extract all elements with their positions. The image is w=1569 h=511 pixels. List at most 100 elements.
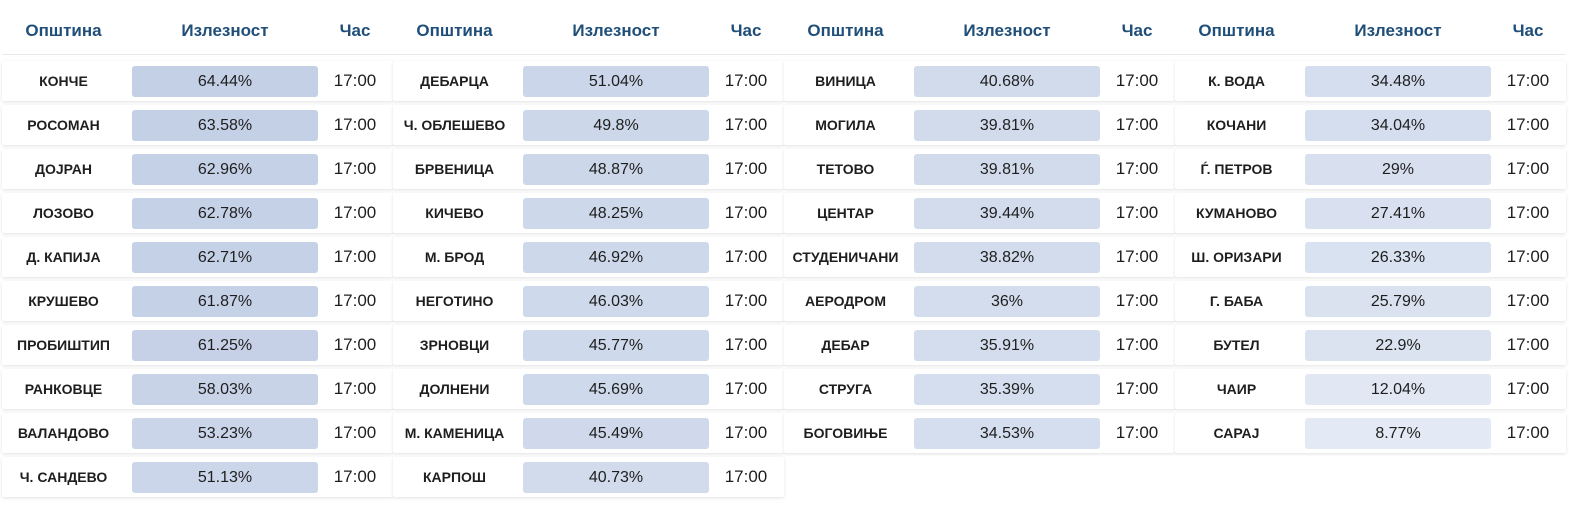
turnout-value: 35.39% xyxy=(914,373,1100,405)
municipality-name: М. БРОД xyxy=(424,249,485,265)
turnout-value: 51.13% xyxy=(132,461,318,493)
table-row: ЦЕНТАР 39.44% 17:00 xyxy=(784,193,1175,233)
panel-header: Општина Излезност Час xyxy=(393,8,784,55)
time-value: 17:00 xyxy=(724,467,768,486)
turnout-value: 48.25% xyxy=(523,197,709,229)
time-value: 17:00 xyxy=(1506,335,1550,354)
turnout-value: 34.04% xyxy=(1305,109,1491,141)
turnout-panel: Општина Излезност Час ВИНИЦА 40.68% 17:00 МОГИ… xyxy=(784,8,1175,503)
municipality-name: ЦЕНТАР xyxy=(817,205,874,221)
table-row: Ч. ОБЛЕШЕВО 49.8% 17:00 xyxy=(393,105,784,145)
time-value: 17:00 xyxy=(333,203,377,222)
turnout-cell: 51.13% xyxy=(125,461,325,493)
turnout-value: 62.78% xyxy=(132,197,318,229)
table-row: САРАЈ 8.77% 17:00 xyxy=(1175,413,1566,453)
time-value: 17:00 xyxy=(1115,379,1159,398)
time-value: 17:00 xyxy=(724,203,768,222)
municipality-name: СТУДЕНИЧАНИ xyxy=(792,249,899,265)
table-row: СТРУГА 35.39% 17:00 xyxy=(784,369,1175,409)
time-value: 17:00 xyxy=(1115,291,1159,310)
table-row: Д. КАПИЈА 62.71% 17:00 xyxy=(2,237,393,277)
turnout-cell: 39.44% xyxy=(907,197,1107,229)
turnout-cell: 62.78% xyxy=(125,197,325,229)
turnout-cell: 40.68% xyxy=(907,65,1107,97)
municipality-name: БРВЕНИЦА xyxy=(414,161,495,177)
table-row: РОСОМАН 63.58% 17:00 xyxy=(2,105,393,145)
municipality-name: РОСОМАН xyxy=(27,117,100,133)
table-row: ДОЈРАН 62.96% 17:00 xyxy=(2,149,393,189)
turnout-cell: 35.39% xyxy=(907,373,1107,405)
municipality-name: ТЕТОВО xyxy=(816,161,875,177)
turnout-value: 29% xyxy=(1305,153,1491,185)
time-value: 17:00 xyxy=(1506,159,1550,178)
time-value: 17:00 xyxy=(333,467,377,486)
header-turnout: Излезност xyxy=(181,21,269,40)
header-time: Час xyxy=(730,21,762,40)
turnout-cell: 45.69% xyxy=(516,373,716,405)
table-row: Ч. САНДЕВО 51.13% 17:00 xyxy=(2,457,393,497)
turnout-value: 58.03% xyxy=(132,373,318,405)
turnout-value: 34.48% xyxy=(1305,65,1491,97)
municipality-name: МОГИЛА xyxy=(815,117,876,133)
turnout-value: 64.44% xyxy=(132,65,318,97)
municipality-name: ДЕБАР xyxy=(821,337,870,353)
table-row: Г. БАБА 25.79% 17:00 xyxy=(1175,281,1566,321)
time-value: 17:00 xyxy=(724,379,768,398)
turnout-cell: 46.03% xyxy=(516,285,716,317)
rows-list: ВИНИЦА 40.68% 17:00 МОГИЛА 39.81% 17:00 ТЕТОВО… xyxy=(784,61,1175,453)
turnout-cell: 36% xyxy=(907,285,1107,317)
turnout-value: 40.73% xyxy=(523,461,709,493)
table-row: Ѓ. ПЕТРОВ 29% 17:00 xyxy=(1175,149,1566,189)
time-value: 17:00 xyxy=(724,159,768,178)
municipality-name: ДОЈРАН xyxy=(35,161,92,177)
time-value: 17:00 xyxy=(1115,71,1159,90)
time-value: 17:00 xyxy=(724,115,768,134)
table-row: КОНЧЕ 64.44% 17:00 xyxy=(2,61,393,101)
turnout-cell: 64.44% xyxy=(125,65,325,97)
table-row: ЧАИР 12.04% 17:00 xyxy=(1175,369,1566,409)
turnout-value: 61.87% xyxy=(132,285,318,317)
header-municipality: Општина xyxy=(1198,21,1275,40)
table-row: ДЕБАРЦА 51.04% 17:00 xyxy=(393,61,784,101)
turnout-cell: 8.77% xyxy=(1298,417,1498,449)
turnout-value: 34.53% xyxy=(914,417,1100,449)
table-row: КУМАНОВО 27.41% 17:00 xyxy=(1175,193,1566,233)
municipality-name: ДОЛНЕНИ xyxy=(419,381,490,397)
turnout-value: 48.87% xyxy=(523,153,709,185)
time-value: 17:00 xyxy=(1506,291,1550,310)
header-municipality: Општина xyxy=(416,21,493,40)
municipality-name: Г. БАБА xyxy=(1209,293,1264,309)
turnout-value: 40.68% xyxy=(914,65,1100,97)
time-value: 17:00 xyxy=(333,335,377,354)
turnout-cell: 12.04% xyxy=(1298,373,1498,405)
time-value: 17:00 xyxy=(333,379,377,398)
turnout-value: 39.44% xyxy=(914,197,1100,229)
table-row: СТУДЕНИЧАНИ 38.82% 17:00 xyxy=(784,237,1175,277)
turnout-cell: 58.03% xyxy=(125,373,325,405)
municipality-name: КОЧАНИ xyxy=(1206,117,1267,133)
turnout-cell: 46.92% xyxy=(516,241,716,273)
time-value: 17:00 xyxy=(333,291,377,310)
time-value: 17:00 xyxy=(1115,247,1159,266)
turnout-cell: 48.25% xyxy=(516,197,716,229)
header-time: Час xyxy=(339,21,371,40)
table-row: ДЕБАР 35.91% 17:00 xyxy=(784,325,1175,365)
table-row: К. ВОДА 34.48% 17:00 xyxy=(1175,61,1566,101)
time-value: 17:00 xyxy=(1115,115,1159,134)
municipality-name: ЛОЗОВО xyxy=(33,205,94,221)
municipality-name: НЕГОТИНО xyxy=(415,293,494,309)
turnout-value: 38.82% xyxy=(914,241,1100,273)
header-turnout: Излезност xyxy=(963,21,1051,40)
table-row: ПРОБИШТИП 61.25% 17:00 xyxy=(2,325,393,365)
turnout-value: 46.03% xyxy=(523,285,709,317)
municipality-name: ПРОБИШТИП xyxy=(17,337,110,353)
header-time: Час xyxy=(1121,21,1153,40)
header-municipality: Општина xyxy=(807,21,884,40)
table-row: ТЕТОВО 39.81% 17:00 xyxy=(784,149,1175,189)
municipality-name: М. КАМЕНИЦА xyxy=(404,425,505,441)
time-value: 17:00 xyxy=(1115,203,1159,222)
turnout-value: 51.04% xyxy=(523,65,709,97)
time-value: 17:00 xyxy=(1115,335,1159,354)
header-turnout: Излезност xyxy=(572,21,660,40)
municipality-name: КИЧЕВО xyxy=(425,205,484,221)
